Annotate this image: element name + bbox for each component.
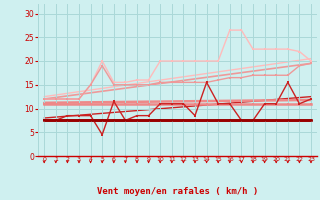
Text: Vent moyen/en rafales ( km/h ): Vent moyen/en rafales ( km/h ) <box>97 187 258 196</box>
